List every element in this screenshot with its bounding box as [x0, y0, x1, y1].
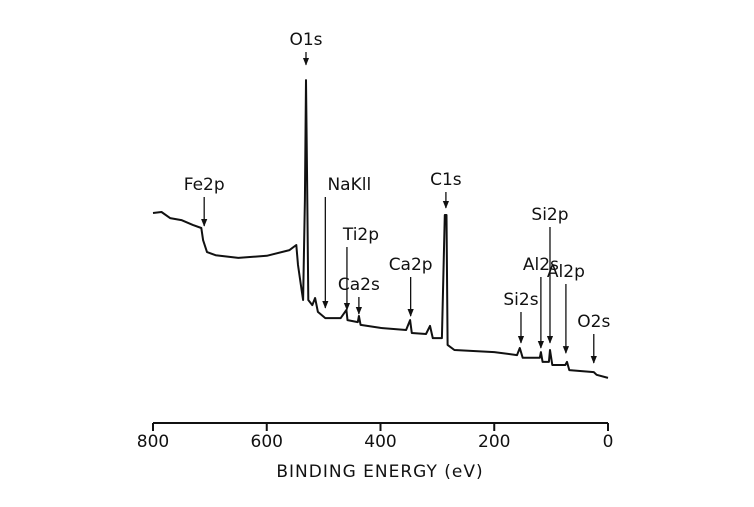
peak-label: NaKll [327, 175, 371, 195]
peak-label: Ca2s [338, 275, 380, 295]
x-axis-label: BINDING ENERGY (eV) [276, 462, 483, 482]
peak-label: Fe2p [184, 175, 225, 195]
peak-label: C1s [430, 170, 462, 190]
x-tick-label: 200 [478, 432, 510, 452]
peak-label: Si2p [531, 205, 568, 225]
peak-label: Al2p [547, 262, 585, 282]
peak-label: Ti2p [342, 225, 379, 245]
peak-label: Ca2p [389, 255, 433, 275]
peak-label: O1s [289, 30, 322, 50]
x-tick-label: 800 [137, 432, 169, 452]
peak-label: O2s [577, 312, 610, 332]
spectrum-line [152, 79, 609, 379]
x-tick-label: 0 [603, 432, 614, 452]
x-tick-label: 600 [251, 432, 283, 452]
x-tick-label: 400 [364, 432, 396, 452]
peak-label: Si2s [503, 290, 538, 310]
